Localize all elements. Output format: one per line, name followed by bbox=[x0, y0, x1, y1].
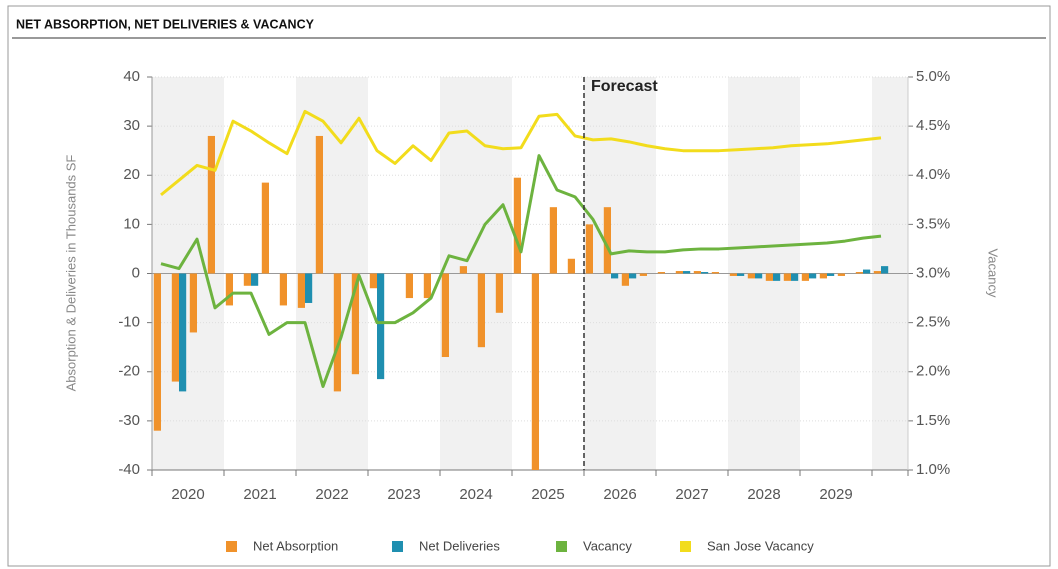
y2-tick-label: 4.5% bbox=[916, 117, 950, 134]
bar bbox=[585, 224, 593, 274]
bar bbox=[783, 273, 791, 281]
bar bbox=[405, 273, 413, 299]
x-tick-label: 2021 bbox=[243, 486, 276, 503]
y-axis-label: Absorption & Deliveries in Thousands SF bbox=[63, 155, 78, 392]
bar bbox=[333, 273, 341, 392]
y2-tick-label: 3.5% bbox=[916, 215, 950, 232]
legend-swatch bbox=[392, 541, 403, 552]
bar bbox=[827, 273, 835, 276]
bar bbox=[243, 273, 251, 286]
y-tick-label: -30 bbox=[118, 412, 140, 429]
bar bbox=[441, 273, 449, 358]
bar bbox=[801, 273, 809, 281]
bar bbox=[351, 273, 359, 375]
bar bbox=[657, 272, 665, 274]
x-tick-label: 2024 bbox=[459, 486, 492, 503]
bar bbox=[315, 135, 323, 274]
y2-tick-label: 2.0% bbox=[916, 363, 950, 380]
bar bbox=[459, 266, 467, 274]
bar bbox=[765, 273, 773, 281]
line-series bbox=[160, 154, 882, 388]
y2-tick-label: 1.5% bbox=[916, 412, 950, 429]
bar bbox=[621, 273, 629, 286]
bar bbox=[153, 273, 161, 431]
y-tick-label: 40 bbox=[123, 68, 140, 85]
bar bbox=[873, 271, 881, 274]
bar bbox=[837, 273, 845, 276]
x-tick-label: 2029 bbox=[819, 486, 852, 503]
bar bbox=[711, 272, 719, 274]
x-tick-label: 2028 bbox=[747, 486, 780, 503]
bar bbox=[477, 273, 485, 348]
bar bbox=[567, 258, 575, 274]
bar bbox=[495, 273, 503, 313]
bar bbox=[701, 272, 709, 274]
y2-axis-label: Vacancy bbox=[986, 249, 1001, 298]
bar bbox=[377, 273, 385, 380]
bar bbox=[225, 273, 233, 306]
legend-swatch bbox=[680, 541, 691, 552]
bar bbox=[675, 271, 683, 274]
legend-label: San Jose Vacancy bbox=[707, 538, 814, 553]
y2-tick-label: 3.0% bbox=[916, 264, 950, 281]
bar bbox=[279, 273, 287, 306]
bar bbox=[305, 273, 313, 303]
legend-label: Net Absorption bbox=[253, 538, 338, 553]
y2-tick-label: 2.5% bbox=[916, 314, 950, 331]
bar bbox=[603, 207, 611, 274]
bar bbox=[423, 273, 431, 299]
legend-swatch bbox=[556, 541, 567, 552]
line-series bbox=[160, 109, 882, 197]
y-tick-label: 30 bbox=[123, 117, 140, 134]
bar bbox=[207, 135, 215, 274]
bar bbox=[179, 273, 187, 392]
x-tick-label: 2026 bbox=[603, 486, 636, 503]
bar bbox=[693, 271, 701, 274]
legend-swatch bbox=[226, 541, 237, 552]
bar bbox=[683, 271, 691, 274]
y2-tick-label: 1.0% bbox=[916, 461, 950, 478]
x-tick-label: 2022 bbox=[315, 486, 348, 503]
bar bbox=[549, 207, 557, 274]
bar bbox=[531, 273, 539, 470]
bar bbox=[369, 273, 377, 289]
legend-label: Vacancy bbox=[583, 538, 632, 553]
bar bbox=[809, 273, 817, 279]
bar bbox=[189, 273, 197, 333]
x-tick-label: 2023 bbox=[387, 486, 420, 503]
x-tick-label: 2020 bbox=[171, 486, 204, 503]
bar bbox=[773, 273, 781, 281]
bar bbox=[863, 269, 871, 274]
y-tick-label: -40 bbox=[118, 461, 140, 478]
y-tick-label: 10 bbox=[123, 215, 140, 232]
bar bbox=[171, 273, 179, 382]
bar bbox=[629, 273, 637, 279]
legend-label: Net Deliveries bbox=[419, 538, 500, 553]
forecast-label: Forecast bbox=[591, 78, 658, 95]
x-tick-label: 2025 bbox=[531, 486, 564, 503]
y-tick-label: 20 bbox=[123, 166, 140, 183]
bar bbox=[881, 266, 889, 274]
y2-tick-label: 5.0% bbox=[916, 68, 950, 85]
bar bbox=[261, 182, 269, 274]
bar bbox=[855, 272, 863, 274]
bar bbox=[513, 177, 521, 274]
bar bbox=[251, 273, 259, 286]
bar bbox=[755, 273, 763, 279]
bar bbox=[737, 273, 745, 276]
y2-tick-label: 4.0% bbox=[916, 166, 950, 183]
x-tick-label: 2027 bbox=[675, 486, 708, 503]
bar bbox=[791, 273, 799, 281]
y-tick-label: -20 bbox=[118, 363, 140, 380]
bar bbox=[747, 273, 755, 279]
bar bbox=[729, 273, 737, 276]
bar bbox=[819, 273, 827, 279]
chart-title: NET ABSORPTION, NET DELIVERIES & VACANCY bbox=[16, 17, 315, 31]
y-tick-label: -10 bbox=[118, 314, 140, 331]
bar bbox=[611, 273, 619, 279]
bar bbox=[297, 273, 305, 308]
bar bbox=[639, 273, 647, 276]
y-tick-label: 0 bbox=[132, 264, 140, 281]
